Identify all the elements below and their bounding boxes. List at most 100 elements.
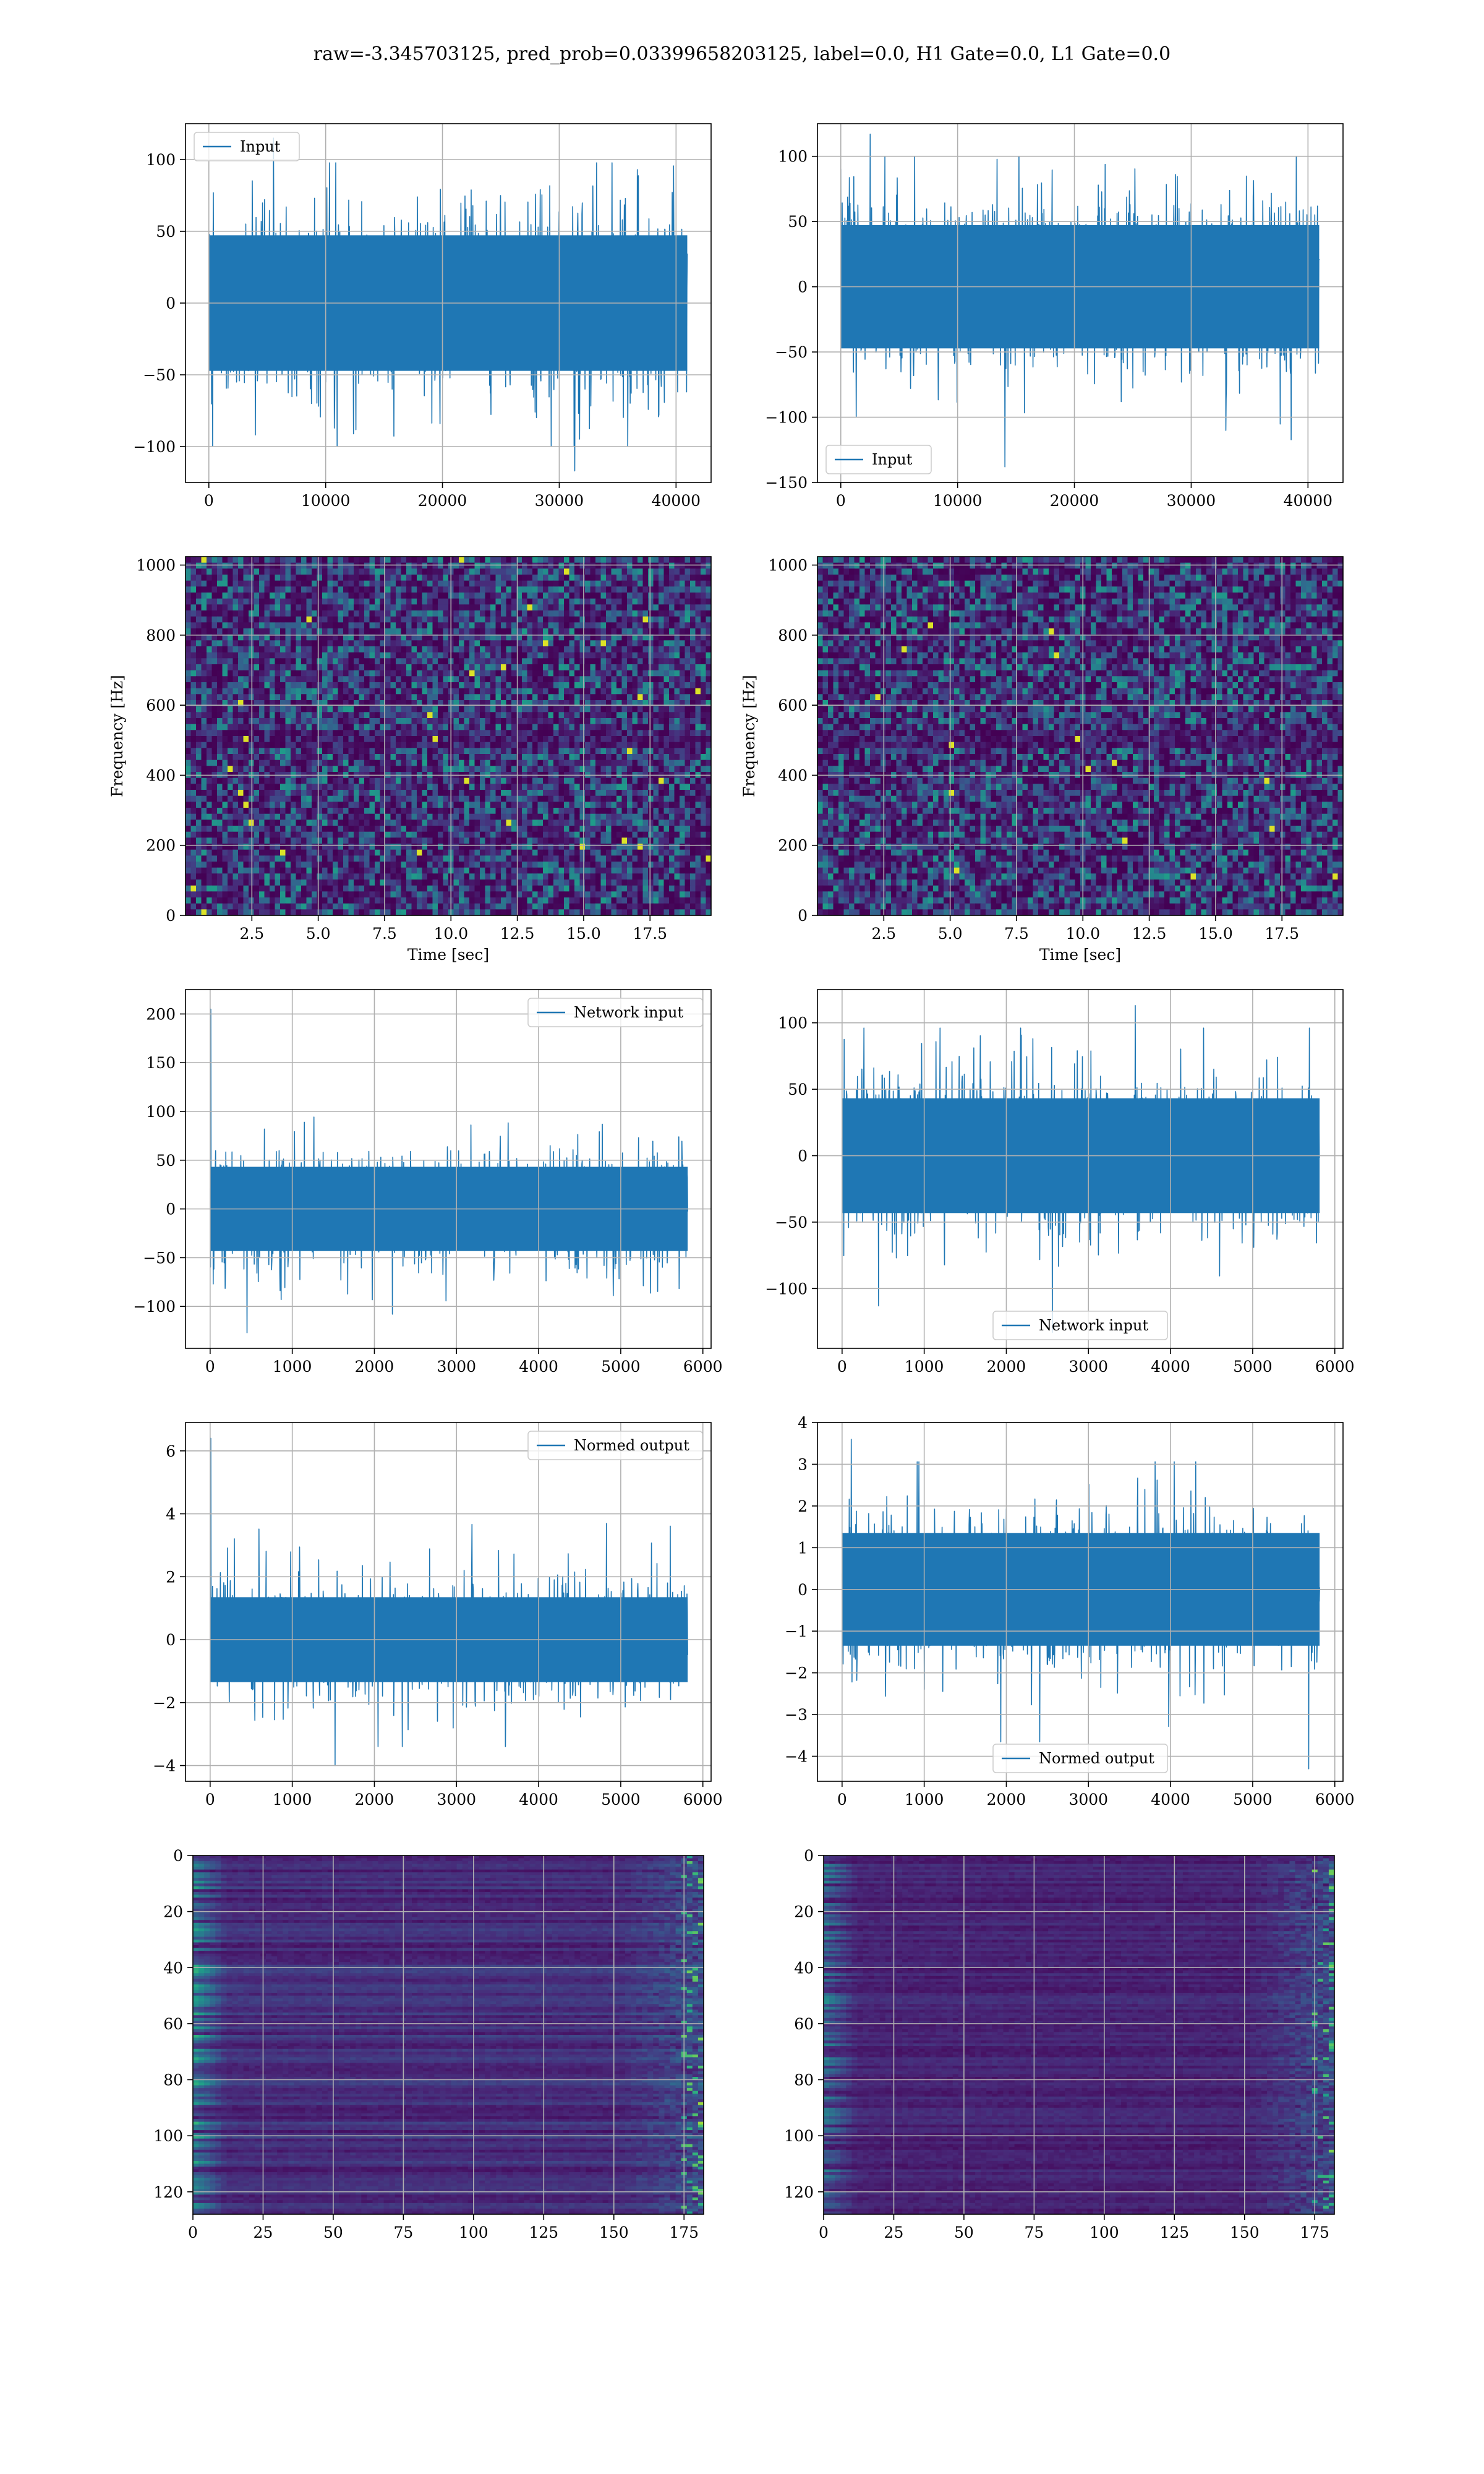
heatmap-cell xyxy=(306,831,312,838)
heatmap-cell xyxy=(432,622,438,629)
heatmap-cell xyxy=(186,712,192,719)
heatmap-cell xyxy=(369,568,375,575)
heatmap-cell xyxy=(642,598,649,605)
heatmap-cell xyxy=(211,724,218,730)
heatmap-cell xyxy=(333,742,339,748)
heatmap-cell xyxy=(600,795,607,802)
heatmap-cell xyxy=(291,844,297,850)
heatmap-cell xyxy=(669,640,675,647)
heatmap-cell xyxy=(537,706,544,713)
heatmap-cell xyxy=(569,586,575,593)
heatmap-cell xyxy=(590,760,596,766)
heatmap-cell xyxy=(501,795,507,802)
heatmap-cell xyxy=(254,658,260,665)
heatmap-cell xyxy=(480,593,486,599)
heatmap-cell xyxy=(595,820,602,826)
heatmap-cell xyxy=(432,652,438,659)
heatmap-cell xyxy=(401,718,407,725)
heatmap-cell xyxy=(369,718,375,725)
heatmap-cell xyxy=(564,813,570,820)
heatmap-cell xyxy=(638,820,644,826)
heatmap-cell xyxy=(648,580,654,587)
heatmap-cell xyxy=(600,598,607,605)
heatmap-cell xyxy=(259,664,265,671)
heatmap-cell xyxy=(222,562,228,569)
heatmap-cell xyxy=(186,813,192,820)
heatmap-cell xyxy=(684,795,691,802)
heatmap-cell xyxy=(527,844,533,850)
heatmap-cell xyxy=(585,694,591,701)
heatmap-cell xyxy=(369,688,375,695)
heatmap-cell xyxy=(684,844,691,850)
heatmap-cell xyxy=(674,676,680,683)
heatmap-cell xyxy=(490,622,497,629)
heatmap-cell xyxy=(411,748,417,755)
heatmap-cell xyxy=(695,777,701,784)
heatmap-cell xyxy=(348,802,354,808)
heatmap-cell xyxy=(401,616,407,623)
heatmap-cell xyxy=(648,754,654,761)
heatmap-cell xyxy=(663,813,670,820)
heatmap-cell xyxy=(574,628,581,635)
heatmap-cell xyxy=(648,837,654,844)
heatmap-cell xyxy=(186,742,192,748)
heatmap-cell xyxy=(228,777,234,784)
heatmap-cell xyxy=(606,837,612,844)
heatmap-cell xyxy=(516,831,522,838)
heatmap-cell xyxy=(684,754,691,761)
heatmap-cell xyxy=(364,754,370,761)
heatmap-cell xyxy=(390,724,396,730)
heatmap-cell xyxy=(453,730,459,737)
heatmap-cell xyxy=(506,622,512,629)
heatmap-cell xyxy=(663,593,670,599)
heatmap-cell xyxy=(427,640,433,647)
heatmap-cell xyxy=(469,748,475,755)
heatmap-cell xyxy=(464,813,470,820)
heatmap-cell xyxy=(422,586,428,593)
heatmap-cell xyxy=(270,831,276,838)
heatmap-cell xyxy=(695,593,701,599)
heatmap-cell xyxy=(579,658,586,665)
heatmap-cell xyxy=(411,831,417,838)
heatmap-cell xyxy=(527,694,533,701)
heatmap-cell xyxy=(354,598,360,605)
heatmap-cell xyxy=(543,706,549,713)
heatmap-cell xyxy=(369,562,375,569)
heatmap-cell xyxy=(270,652,276,659)
heatmap-cell xyxy=(280,730,286,737)
heatmap-cell xyxy=(648,694,654,701)
heatmap-cell xyxy=(211,610,218,617)
heatmap-cell xyxy=(674,844,680,850)
heatmap-cell xyxy=(312,820,318,826)
heatmap-cell xyxy=(254,628,260,635)
heatmap-cell xyxy=(348,730,354,737)
heatmap-cell xyxy=(369,604,375,611)
heatmap-cell xyxy=(680,831,686,838)
heatmap-cell xyxy=(207,826,213,833)
heatmap-cell xyxy=(485,795,491,802)
heatmap-cell xyxy=(579,736,586,743)
heatmap-cell xyxy=(495,700,501,707)
heatmap-cell xyxy=(411,826,417,833)
heatmap-cell xyxy=(511,808,518,815)
heatmap-cell xyxy=(606,700,612,707)
heatmap-cell xyxy=(438,634,444,641)
heatmap-cell xyxy=(254,700,260,707)
heatmap-cell xyxy=(401,760,407,766)
heatmap-cell xyxy=(291,736,297,743)
plot-area xyxy=(186,557,711,915)
heatmap-cell xyxy=(659,844,665,850)
heatmap-cell xyxy=(207,724,213,730)
heatmap-cell xyxy=(322,777,328,784)
heatmap-cell xyxy=(648,730,654,737)
heatmap-cell xyxy=(606,557,612,563)
heatmap-cell xyxy=(522,712,528,719)
heatmap-cell xyxy=(186,688,192,695)
heatmap-cell xyxy=(390,568,396,575)
heatmap-cell xyxy=(312,706,318,713)
heatmap-cell xyxy=(532,760,539,766)
heatmap-cell xyxy=(380,718,386,725)
heatmap-cell xyxy=(579,730,586,737)
heatmap-cell xyxy=(285,844,291,850)
heatmap-cell xyxy=(422,706,428,713)
